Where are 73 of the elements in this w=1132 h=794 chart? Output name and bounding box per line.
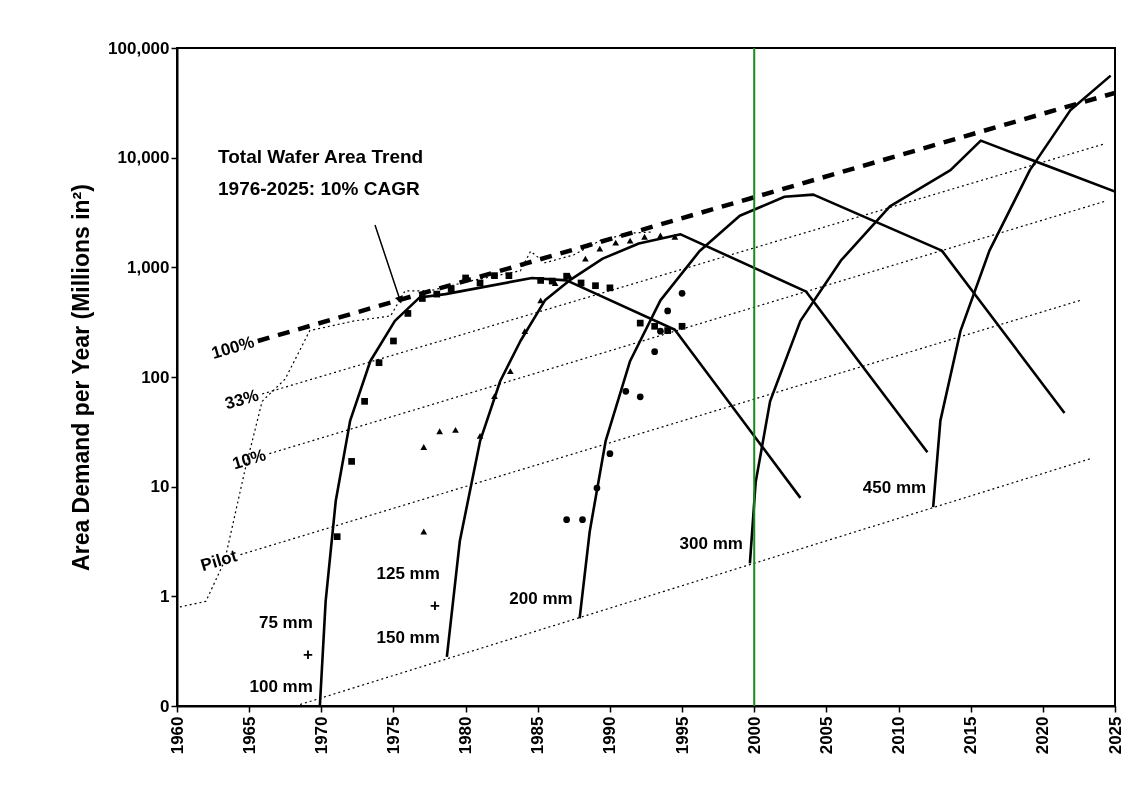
text: 100% (209, 332, 257, 363)
point (612, 239, 620, 246)
y-tick-label: 10,000 (117, 148, 170, 168)
text: 10% (230, 445, 269, 474)
point (491, 272, 498, 279)
x-tick-label: 1970 (311, 716, 331, 755)
point (671, 233, 679, 240)
point (622, 387, 630, 395)
annotation: Total Wafer Area Trend 1976-2025: 10% CAGR (218, 146, 424, 199)
point (420, 444, 428, 450)
point (596, 245, 604, 252)
point (361, 397, 368, 405)
point (592, 282, 599, 290)
y-tick-label: 1 (160, 586, 170, 606)
series-label: 75 mm + 100 mm (249, 613, 313, 696)
point (390, 337, 397, 345)
x-tick-label: 2020 (1033, 716, 1053, 755)
series-label: 200 mm (509, 589, 573, 609)
point (636, 393, 644, 401)
point (664, 307, 671, 315)
y-tick-label: 100 (141, 367, 170, 387)
point (537, 277, 545, 284)
x-tick-label: 1975 (383, 716, 403, 755)
point (636, 319, 644, 327)
y-tick-label: 0 (160, 696, 170, 716)
y-tick-label: 10 (150, 477, 170, 497)
point (606, 450, 614, 457)
text: Pilot (198, 546, 240, 576)
series-label: 300 mm (679, 534, 743, 554)
point (505, 272, 513, 279)
point (433, 290, 441, 298)
point (375, 359, 383, 367)
series-label: 125 mm + 150 mm (376, 563, 440, 647)
point (626, 237, 634, 244)
x-tick-label: 1995 (672, 716, 692, 755)
x-tick-label: 1980 (456, 716, 476, 755)
point (664, 327, 671, 334)
x-tick-label: 2015 (961, 716, 981, 755)
point (641, 233, 648, 240)
point (491, 393, 498, 399)
point (333, 533, 341, 541)
point (348, 458, 355, 465)
point (507, 368, 514, 375)
y-tick-label: 1,000 (126, 257, 170, 277)
point (447, 285, 455, 292)
point (476, 433, 484, 439)
point (579, 516, 586, 524)
y-tick-label: 100,000 (108, 38, 170, 58)
x-tick-label: 1960 (167, 716, 187, 755)
point (651, 322, 659, 330)
x-tick-label: 2025 (1105, 716, 1125, 755)
x-tick-label: 1990 (600, 716, 620, 755)
point (582, 255, 589, 262)
text: 33% (222, 385, 261, 414)
point (593, 484, 601, 492)
point (521, 328, 529, 335)
point (606, 284, 614, 292)
point (452, 426, 459, 433)
point (563, 516, 570, 524)
y-axis-title: Area Demand per Year (Millions in²) (68, 184, 95, 571)
x-tick-label: 2010 (889, 716, 909, 755)
x-tick-label: 2005 (816, 716, 836, 755)
point (678, 289, 686, 297)
x-tick-label: 1985 (528, 716, 548, 755)
series-label: 450 mm (862, 478, 927, 498)
point (436, 428, 443, 435)
point (418, 295, 426, 302)
x-tick-label: 1965 (239, 716, 259, 755)
point (651, 348, 659, 356)
x-tick-label: 2000 (744, 716, 764, 755)
point (657, 327, 664, 335)
point (678, 322, 686, 330)
point (404, 310, 412, 317)
